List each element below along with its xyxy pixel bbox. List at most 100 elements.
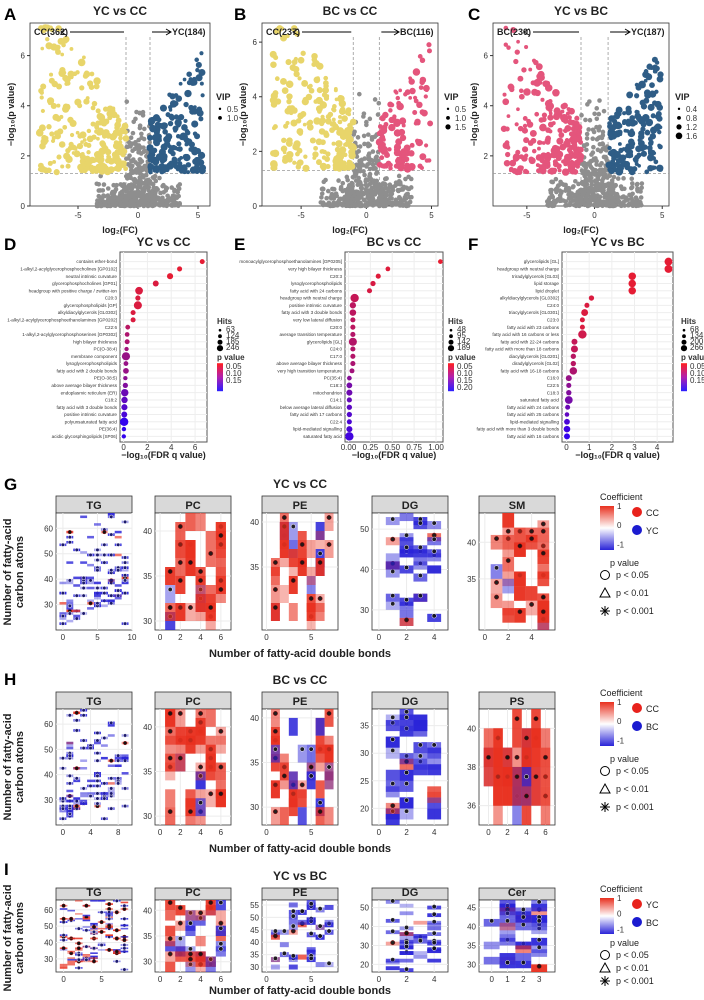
sig-point-left xyxy=(97,127,103,133)
x-tick-label: 5 xyxy=(309,975,314,984)
significance-marker xyxy=(198,910,204,916)
nonsig-point xyxy=(94,202,100,207)
sig-point-left xyxy=(281,137,287,144)
sig-point-left xyxy=(311,56,318,63)
coefficient-tile xyxy=(427,791,442,803)
sig-point-left xyxy=(527,140,534,146)
nonsig-point xyxy=(599,135,605,141)
coefficient-tile xyxy=(279,522,289,540)
sig-point-right xyxy=(403,164,411,172)
significance-marker xyxy=(167,809,173,815)
sig-point-left xyxy=(280,34,287,42)
significance-marker xyxy=(390,940,396,946)
facet-DG xyxy=(371,691,449,826)
sig-point-left xyxy=(306,123,314,131)
sig-point-right xyxy=(638,147,643,152)
y-tick-label: 0 xyxy=(253,202,258,211)
significance-marker xyxy=(95,758,100,763)
term-dot xyxy=(119,417,129,426)
pvalue-legend-title: p value xyxy=(681,353,704,362)
sig-point-left xyxy=(542,162,548,169)
sig-point-right xyxy=(189,108,196,115)
sig-point-right xyxy=(196,109,204,117)
significance-marker xyxy=(431,930,437,936)
nonsig-point xyxy=(586,162,592,168)
term-dot xyxy=(346,426,353,433)
term-dot xyxy=(177,266,183,272)
term-label: C18:3 xyxy=(330,383,343,388)
significance-marker xyxy=(536,899,542,905)
coefficient-tile xyxy=(165,735,176,754)
sig-point-left xyxy=(293,70,300,78)
term-label: PE(36:4) xyxy=(99,427,118,432)
term-dot xyxy=(346,389,353,396)
sig-point-left xyxy=(541,116,547,123)
coefficient-tile xyxy=(297,919,307,925)
significance-marker xyxy=(116,593,121,598)
coefficient-tile xyxy=(73,576,81,580)
significance-marker xyxy=(272,728,278,734)
term-dot xyxy=(122,382,128,389)
significance-marker xyxy=(88,746,93,751)
y-tick-label: 30 xyxy=(360,941,369,950)
significance-marker xyxy=(536,918,542,924)
significance-marker xyxy=(281,515,287,520)
coefficient-tile xyxy=(195,576,206,594)
coefficient-tile xyxy=(73,614,81,618)
sig-point-right xyxy=(184,89,192,98)
sig-point-left xyxy=(544,84,553,92)
significance-marker xyxy=(520,922,526,928)
significance-marker xyxy=(60,621,65,626)
vip-legend-title: VIP xyxy=(216,92,231,102)
nonsig-point xyxy=(336,178,341,183)
nonsig-point xyxy=(595,175,600,180)
sig-point-left xyxy=(547,121,554,128)
coefficient-tile xyxy=(73,797,81,800)
coefficient-tile xyxy=(427,786,442,798)
sig-point-left xyxy=(514,122,519,127)
sig-point-left xyxy=(337,94,343,100)
coefficient-tile xyxy=(66,741,74,745)
hits-legend-label: 95 xyxy=(457,331,466,340)
facet-TG xyxy=(55,495,133,631)
nonsig-point xyxy=(121,182,127,187)
coefficient-tile xyxy=(120,924,129,927)
sig-point-left xyxy=(59,66,66,74)
sig-point-right xyxy=(149,124,157,133)
y-tick-label: 30 xyxy=(360,606,369,615)
pvalue-legend-label: 0.10 xyxy=(690,369,704,378)
x-tick-label: 4 xyxy=(198,975,203,984)
sig-point-right xyxy=(393,129,402,137)
coefficient-tile xyxy=(413,951,428,955)
coefficient-tile xyxy=(195,936,206,947)
term-label: high bilayer thickness xyxy=(73,339,118,344)
sig-point-right xyxy=(654,89,659,94)
coefficient-tile xyxy=(185,925,196,936)
coefficient-tile xyxy=(175,576,186,594)
sig-point-left xyxy=(271,161,278,169)
sig-point-left xyxy=(335,140,343,148)
sig-point-left xyxy=(522,115,528,121)
sig-point-left xyxy=(57,37,65,45)
coefficient-tile xyxy=(107,513,115,516)
coefficient-tile xyxy=(531,903,548,912)
coefficient-tile xyxy=(175,753,186,772)
sig-point-right xyxy=(173,100,179,107)
significance-marker xyxy=(76,941,81,946)
nonsig-point xyxy=(140,196,146,201)
term-label: average transition temperature xyxy=(279,332,342,337)
coefficient-tile xyxy=(270,709,280,727)
sig-point-left xyxy=(95,108,101,114)
coefficient-tile xyxy=(515,941,532,950)
facet-label: SM xyxy=(509,500,526,512)
y-tick-label: 45 xyxy=(250,926,259,935)
coefficient-tile xyxy=(514,527,526,543)
nonsig-point xyxy=(146,184,152,190)
coefficient-tile xyxy=(306,603,316,621)
sig-point-right xyxy=(167,120,174,127)
significance-marker xyxy=(99,929,104,934)
significance-marker xyxy=(404,753,409,759)
coefficient-tile xyxy=(165,910,176,921)
sig-point-left xyxy=(575,164,581,169)
term-label: C24:0 xyxy=(330,347,343,352)
